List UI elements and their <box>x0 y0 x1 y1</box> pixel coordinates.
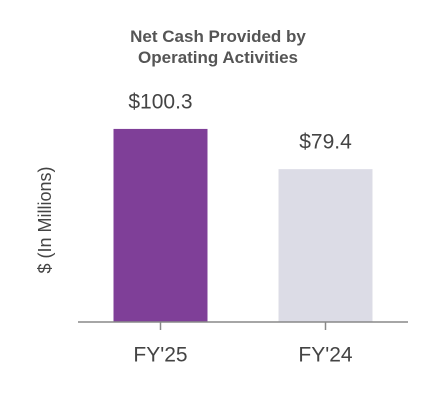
y-axis-label: $ (In Millions) <box>35 166 55 273</box>
x-tick-label: FY'25 <box>133 344 187 367</box>
bar <box>113 128 208 322</box>
value-label: $79.4 <box>299 131 352 154</box>
chart-title: Net Cash Provided by Operating Activitie… <box>130 27 306 67</box>
x-tick-label: FY'24 <box>298 344 353 367</box>
value-label: $100.3 <box>128 90 192 113</box>
bar <box>278 169 373 322</box>
